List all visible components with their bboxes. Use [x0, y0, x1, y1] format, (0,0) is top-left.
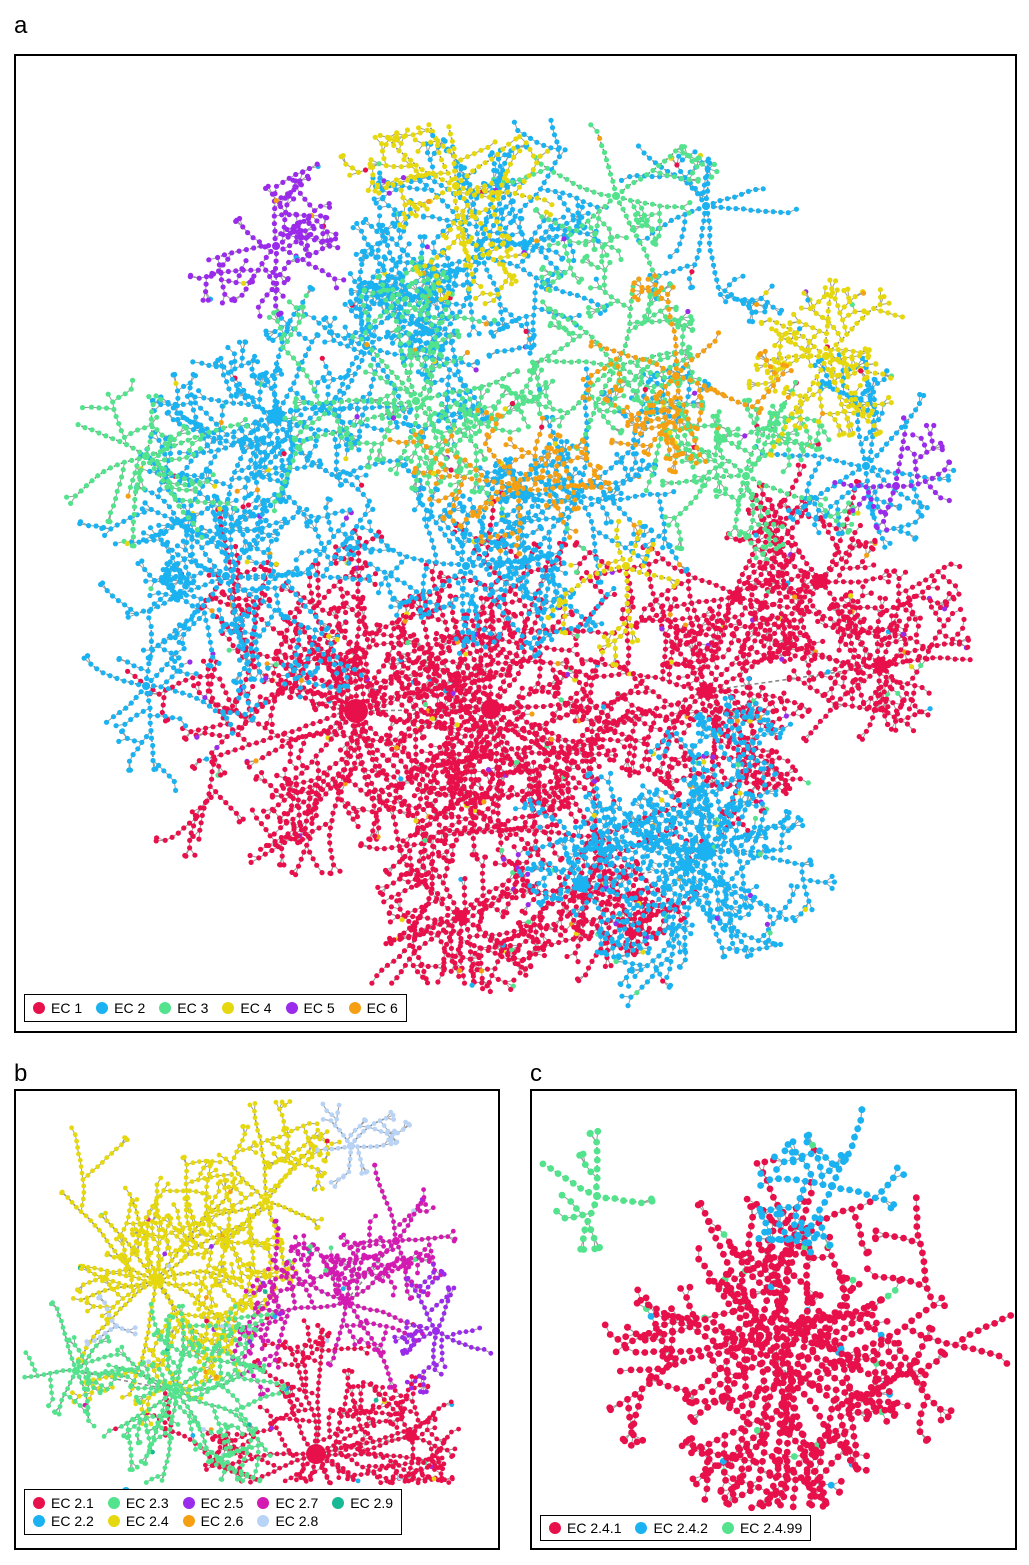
panel-a-frame: EC 1 EC 2 EC 3 EC 4 EC 5 EC 6 [14, 54, 1017, 1033]
panel-a-network [64, 117, 973, 1009]
panel-a-letter: a [14, 14, 27, 38]
